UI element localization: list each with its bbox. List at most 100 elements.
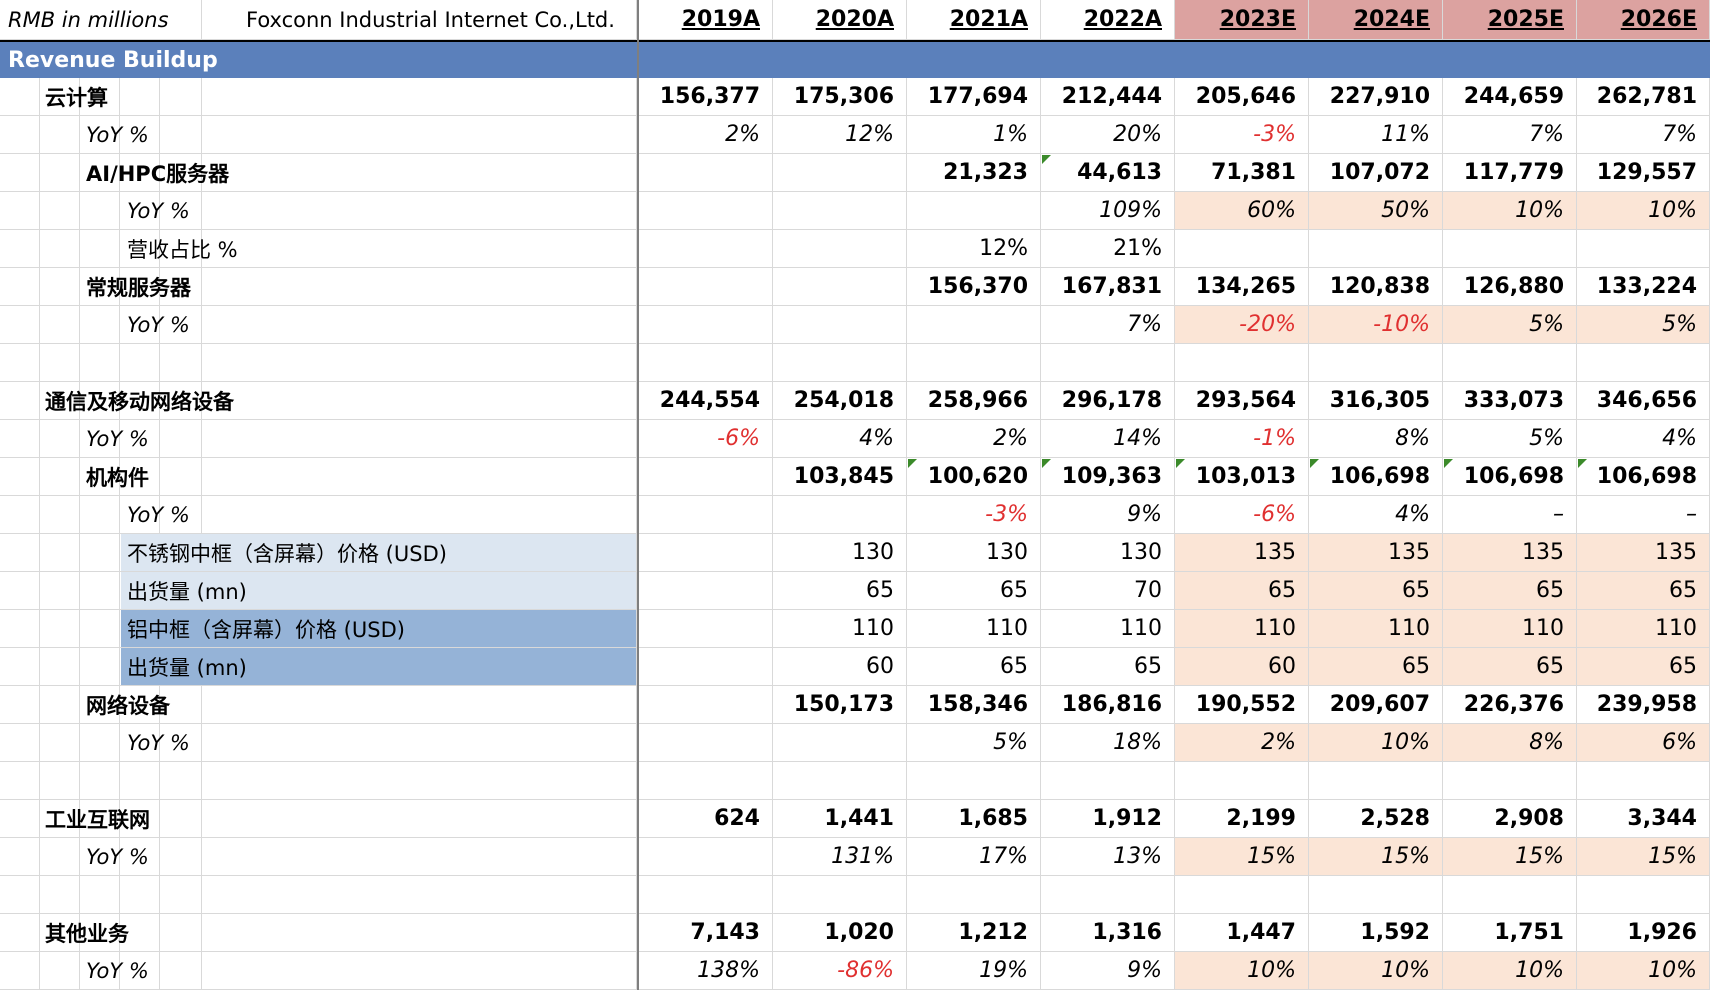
value-cell-2021A: 1,685 (907, 800, 1041, 838)
value-cell-2019A (639, 306, 773, 344)
value-cell-2023E: 134,265 (1175, 268, 1309, 306)
value-cell-2019A: 156,377 (639, 78, 773, 116)
value-cell-2023E: 110 (1175, 610, 1309, 648)
table-row: YoY % 131% 17% 13% 15% 15% 15% 15% (0, 838, 1710, 876)
value-cell-2022A: 212,444 (1041, 78, 1175, 116)
grid-cell (40, 838, 80, 876)
value-cell-2026E: 1,926 (1577, 914, 1710, 952)
comment-marker-icon (1578, 459, 1587, 468)
table-row: 通信及移动网络设备 244,554 254,018 258,966 296,178 293… (0, 382, 1710, 420)
value-cell-2022A: 186,816 (1041, 686, 1175, 724)
value-cell-2019A (639, 154, 773, 192)
value-cell-2020A (773, 306, 907, 344)
value-cell-2021A: 17% (907, 838, 1041, 876)
value-cell-2019A (639, 572, 773, 610)
value-cell-2023E: -20% (1175, 306, 1309, 344)
table-body: 云计算 156,377 175,306 177,694 212,444 205,646 22… (0, 78, 1710, 990)
grid-cell (80, 572, 120, 610)
value-cell-2023E: 135 (1175, 534, 1309, 572)
header-row: RMB in millions Foxconn Industrial Inter… (0, 0, 1710, 42)
value-cell-2023E: 205,646 (1175, 78, 1309, 116)
value-cell-2022A: 65 (1041, 648, 1175, 686)
value-cell-2026E: 135 (1577, 534, 1710, 572)
value-cell-2026E: 5% (1577, 306, 1710, 344)
company-name: Foxconn Industrial Internet Co.,Ltd. (202, 0, 637, 40)
comment-marker-icon (1444, 459, 1453, 468)
value-cell-2024E: 107,072 (1309, 154, 1443, 192)
value-cell-2022A: 109% (1041, 192, 1175, 230)
value-cell-2020A (773, 192, 907, 230)
value-cell-2024E: 65 (1309, 572, 1443, 610)
grid-cell (0, 952, 40, 990)
value-cell-2020A: 130 (773, 534, 907, 572)
row-label (39, 876, 637, 914)
table-row (0, 344, 1710, 382)
value-cell-2021A: 1,212 (907, 914, 1041, 952)
value-cell-2021A (907, 876, 1041, 914)
value-cell-2025E: 5% (1443, 420, 1577, 458)
value-cell-2024E: 10% (1309, 952, 1443, 990)
value-cell-2020A: 175,306 (773, 78, 907, 116)
value-cell-2025E: 106,698 (1443, 458, 1577, 496)
value-cell-2020A: 103,845 (773, 458, 907, 496)
value-cell-2020A (773, 268, 907, 306)
value-cell-2026E: 10% (1577, 952, 1710, 990)
grid-cell (0, 800, 40, 838)
grid-cell (40, 724, 80, 762)
value-cell-2023E: 60% (1175, 192, 1309, 230)
comment-marker-icon (1042, 155, 1051, 164)
table-row: 不锈钢中框（含屏幕）价格 (USD) 130 130 130 135 135 135 135 (0, 534, 1710, 572)
value-cell-2020A: 65 (773, 572, 907, 610)
grid-cell (40, 648, 80, 686)
row-label: YoY % (121, 496, 637, 534)
grid-cell (40, 192, 80, 230)
value-cell-2022A: 167,831 (1041, 268, 1175, 306)
grid-cell (40, 268, 80, 306)
value-cell-2024E (1309, 762, 1443, 800)
value-cell-2024E (1309, 344, 1443, 382)
value-cell-2020A: 12% (773, 116, 907, 154)
value-cell-2026E: 106,698 (1577, 458, 1710, 496)
value-cell-2025E: 226,376 (1443, 686, 1577, 724)
table-row: AI/HPC服务器 21,323 44,613 71,381 107,072 117,77… (0, 154, 1710, 192)
value-cell-2021A (907, 762, 1041, 800)
value-cell-2022A: 20% (1041, 116, 1175, 154)
value-cell-2025E: 65 (1443, 572, 1577, 610)
value-cell-2025E: 135 (1443, 534, 1577, 572)
value-cell-2021A: 5% (907, 724, 1041, 762)
value-cell-2023E: 65 (1175, 572, 1309, 610)
value-cell-2026E: 65 (1577, 648, 1710, 686)
value-cell-2026E (1577, 344, 1710, 382)
value-cell-2022A (1041, 876, 1175, 914)
value-cell-2019A (639, 762, 773, 800)
row-label: YoY % (121, 724, 637, 762)
value-cell-2020A (773, 496, 907, 534)
value-cell-2022A: 70 (1041, 572, 1175, 610)
grid-cell (0, 306, 40, 344)
grid-cell (0, 344, 40, 382)
row-label: YoY % (80, 420, 637, 458)
grid-cell (80, 534, 120, 572)
value-cell-2023E: 103,013 (1175, 458, 1309, 496)
row-label: YoY % (80, 838, 637, 876)
value-cell-2021A: 258,966 (907, 382, 1041, 420)
grid-cell (40, 534, 80, 572)
value-cell-2019A (639, 458, 773, 496)
value-cell-2023E: 190,552 (1175, 686, 1309, 724)
value-cell-2021A: 158,346 (907, 686, 1041, 724)
grid-cell (0, 838, 40, 876)
value-cell-2022A: 13% (1041, 838, 1175, 876)
value-cell-2021A: 21,323 (907, 154, 1041, 192)
value-cell-2024E: 120,838 (1309, 268, 1443, 306)
comment-marker-icon (1176, 459, 1185, 468)
grid-cell (0, 648, 40, 686)
row-label: 常规服务器 (80, 268, 637, 306)
grid-cell (40, 686, 80, 724)
grid-cell (80, 648, 120, 686)
grid-cell (80, 230, 120, 268)
value-cell-2026E: 6% (1577, 724, 1710, 762)
grid-cell (40, 306, 80, 344)
value-cell-2025E (1443, 876, 1577, 914)
value-cell-2023E: 15% (1175, 838, 1309, 876)
